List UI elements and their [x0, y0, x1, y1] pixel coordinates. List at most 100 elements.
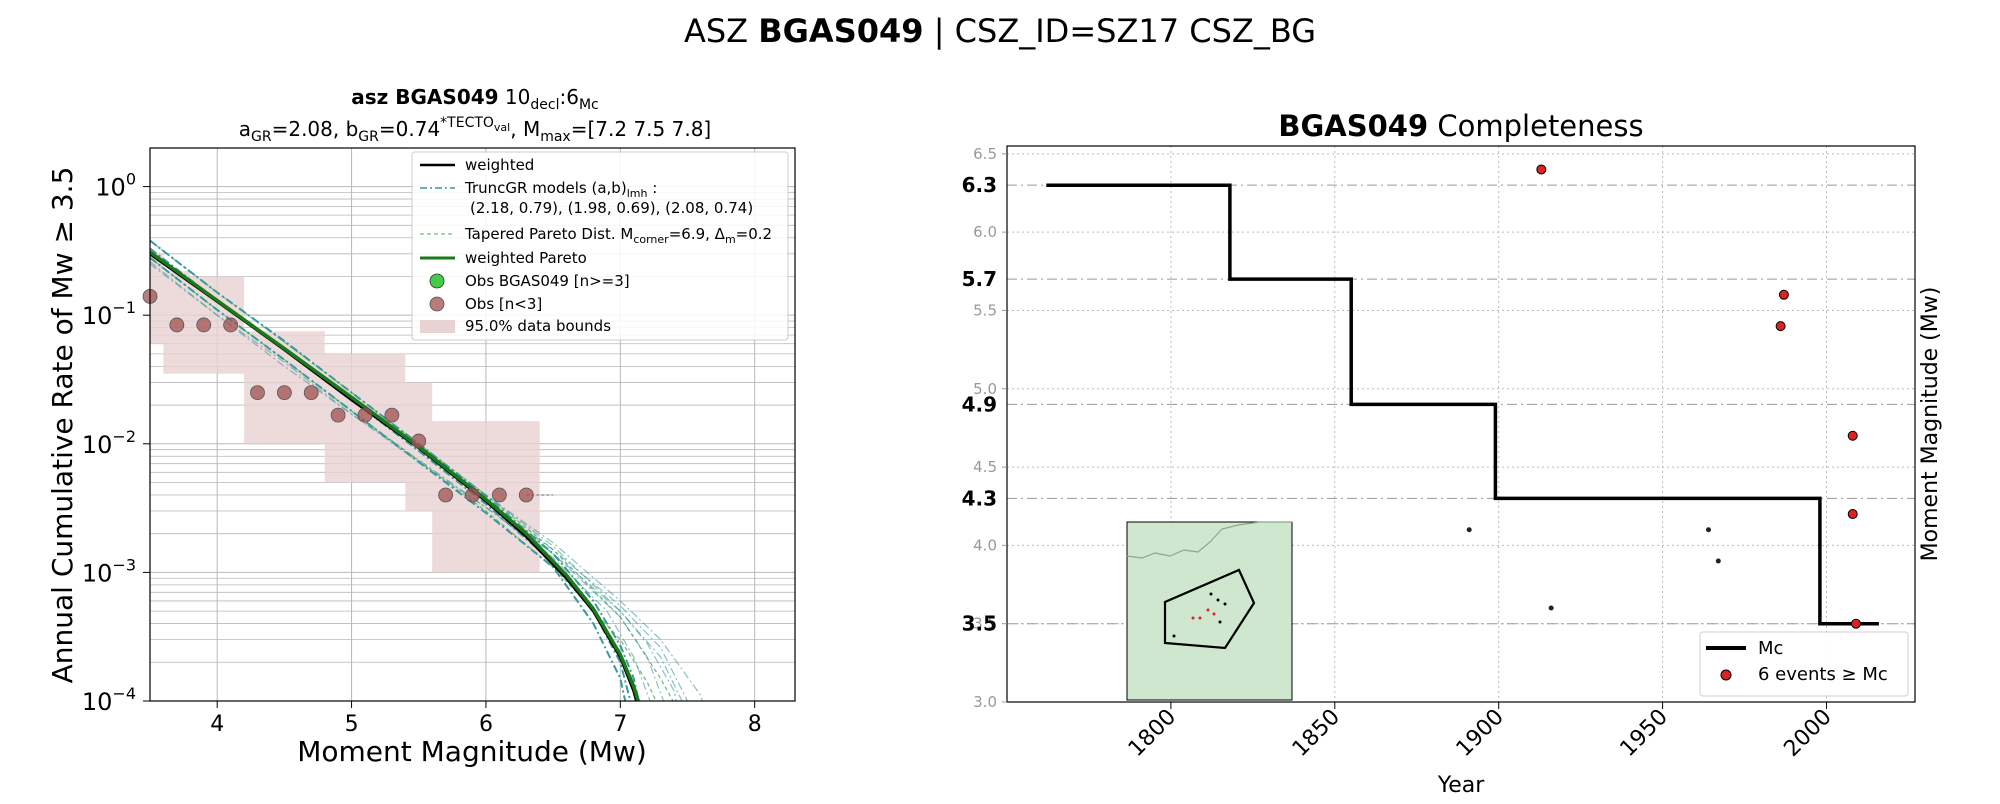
rate-chart-frame — [149, 147, 796, 702]
completeness-points-layer — [1466, 164, 1861, 629]
completeness-ylabel: Moment Magnitude (Mw) — [1918, 287, 1943, 562]
completeness-legend: Mc 6 events ≥ Mc — [1699, 631, 1909, 697]
rate-chart-xtick-label: 6 — [479, 712, 493, 737]
inset-map-event-dot — [1209, 592, 1213, 596]
completeness-xtick-label: 1800 — [1124, 705, 1181, 762]
rate-chart-xtick-label: 4 — [210, 712, 224, 737]
completeness-xtick-label: 1900 — [1452, 705, 1509, 762]
rate-chart-ytick-label: 10−3 — [82, 555, 136, 587]
legend-obs-few-marker — [429, 296, 445, 312]
event-above-mc — [1847, 430, 1858, 441]
rate-chart-xtick-label: 7 — [613, 712, 627, 737]
completeness-ytick-minor-label: 6.0 — [973, 223, 997, 241]
rate-chart: asz BGAS049 10decl:6Mc aGR=2.08, bGR=0.7… — [46, 85, 796, 768]
observation-point — [250, 385, 265, 401]
rate-chart-xtick-label: 8 — [748, 712, 762, 737]
rate-chart-y-ticks: 100 10−1 10−2 10−3 10−4 — [82, 170, 150, 716]
event-below-mc — [1715, 558, 1721, 564]
legend-tapered-label: Tapered Pareto Dist. Mcorner=6.9, Δm=0.2 — [464, 225, 772, 246]
truncgr-model-line — [150, 240, 703, 701]
weighted-pareto-line — [150, 250, 657, 701]
completeness-lines-layer — [1046, 183, 1879, 626]
observation-point — [223, 317, 239, 333]
event-above-mc — [1847, 509, 1858, 520]
inset-map-event-dot — [1206, 608, 1210, 612]
completeness-ytick-minor-label: 3.5 — [973, 615, 997, 633]
rate-chart-x-ticks: 4 5 6 7 8 — [210, 701, 762, 737]
completeness-ytick-major-label: 4.3 — [962, 486, 997, 510]
legend-weighted-pareto-label: weighted Pareto — [465, 249, 587, 267]
rate-chart-ytick-label: 10−2 — [82, 427, 136, 459]
completeness-ytick-minor-label: 4.0 — [973, 536, 997, 554]
rate-chart-title-line1: asz BGAS049 10decl:6Mc — [351, 85, 598, 113]
completeness-ytick-minor-label: 5.5 — [973, 301, 997, 319]
completeness-chart-title: BGAS049 Completeness — [1278, 109, 1643, 143]
observation-point — [196, 317, 212, 333]
completeness-xtick-label: 1950 — [1616, 705, 1673, 762]
observation-point — [384, 407, 400, 423]
event-below-mc — [1705, 527, 1711, 533]
completeness-xtick-label: 2000 — [1779, 705, 1836, 762]
observation-point — [518, 487, 534, 503]
event-above-mc — [1850, 618, 1861, 629]
observation-point — [276, 385, 292, 401]
observation-point — [169, 317, 185, 333]
rate-chart-ytick-label: 10−4 — [82, 684, 136, 716]
inset-map-event-dot — [1191, 616, 1195, 620]
legend-obs-main-marker — [429, 273, 445, 289]
event-above-mc — [1775, 321, 1786, 332]
tapered-pareto-line — [150, 257, 657, 701]
completeness-ytick-minor-label: 6.5 — [973, 145, 997, 163]
completeness-x-ticks: 1800 1850 1900 1950 2000 — [1124, 702, 1837, 762]
rate-chart-ytick-label: 100 — [95, 170, 136, 202]
observation-point — [465, 487, 480, 503]
completeness-ytick-major-label: 4.9 — [962, 392, 997, 416]
inset-map-zone-polygon — [1163, 568, 1256, 650]
truncgr-model-line — [150, 263, 683, 701]
rate-chart-xtick-label: 5 — [345, 712, 359, 737]
completeness-xtick-label: 1850 — [1288, 705, 1345, 762]
rate-chart-points-layer — [142, 288, 534, 503]
inset-map-event-dot — [1212, 612, 1216, 616]
legend-mc-label: Mc — [1758, 638, 1783, 659]
event-above-mc — [1536, 164, 1547, 175]
completeness-ytick-minor-label: 4.5 — [973, 458, 997, 476]
inset-map-coastline — [1126, 521, 1292, 559]
inset-map — [1126, 521, 1293, 701]
observation-point — [357, 407, 373, 423]
event-below-mc — [1548, 605, 1554, 611]
rate-chart-title-line2: aGR=2.08, bGR=0.74*TECTOval, Mmax=[7.2 7… — [239, 115, 711, 145]
legend-truncgr-values: (2.18, 0.79), (1.98, 0.69), (2.08, 0.74) — [470, 199, 753, 217]
inset-map-event-dot — [1223, 602, 1227, 606]
inset-map-event-dot — [1218, 620, 1222, 624]
rate-chart-xlabel: Moment Magnitude (Mw) — [297, 735, 647, 768]
inset-map-event-dot — [1172, 634, 1176, 638]
truncgr-model-line — [150, 261, 651, 701]
completeness-y-ticks: 3.03.54.04.55.05.56.06.53.54.34.95.76.3 — [962, 145, 1007, 711]
legend-bounds-swatch — [420, 320, 455, 333]
completeness-ytick-minor-label: 3.0 — [973, 693, 997, 711]
legend-events-label: 6 events ≥ Mc — [1758, 664, 1888, 685]
rate-chart-lines-layer — [150, 239, 703, 701]
observation-point — [411, 433, 427, 449]
rate-chart-legend: weighted TruncGR models (a,b)lmh : (2.18… — [411, 151, 789, 341]
completeness-chart: BGAS049 Completeness 1800 1850 1900 1950 200… — [962, 109, 1943, 798]
rate-chart-ylabel: Annual Cumulative Rate of Mw ≥ 3.5 — [46, 167, 79, 684]
observation-point — [491, 487, 507, 503]
completeness-xlabel: Year — [1437, 773, 1486, 798]
legend-truncgr-label: TruncGR models (a,b)lmh : — [464, 179, 657, 200]
rate-chart-ytick-label: 10−1 — [82, 298, 136, 330]
inset-map-event-dot — [1216, 598, 1220, 602]
legend-weighted-label: weighted — [465, 156, 534, 174]
inset-map-frame — [1126, 521, 1293, 701]
completeness-ytick-major-label: 5.7 — [962, 267, 997, 291]
legend-bounds-label: 95.0% data bounds — [465, 317, 611, 335]
legend-obs-few-label: Obs [n<3] — [465, 295, 542, 313]
observation-point — [303, 385, 319, 401]
figure-suptitle: ASZ BGAS049 | CSZ_ID=SZ17 CSZ_BG — [684, 12, 1316, 50]
mc-step-line — [1046, 183, 1879, 626]
completeness-ytick-minor-label: 5.0 — [973, 380, 997, 398]
rate-chart-legend-box — [411, 151, 789, 341]
inset-map-event-dot — [1198, 616, 1202, 620]
